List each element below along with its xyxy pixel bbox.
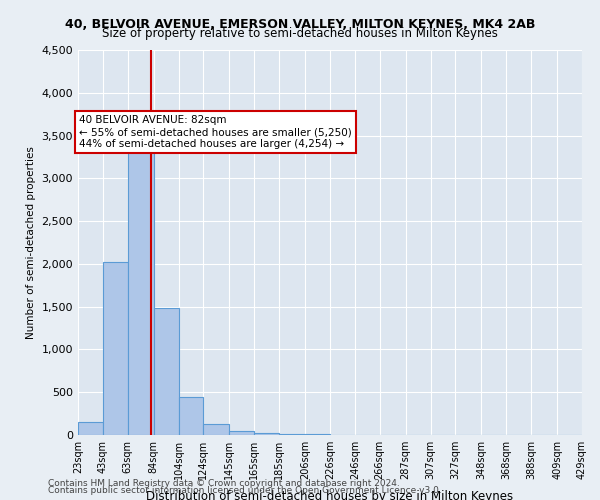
Bar <box>229 431 254 435</box>
Bar <box>179 396 203 435</box>
Text: 40, BELVOIR AVENUE, EMERSON VALLEY, MILTON KEYNES, MK4 2AB: 40, BELVOIR AVENUE, EMERSON VALLEY, MILT… <box>65 18 535 30</box>
Bar <box>154 308 179 435</box>
Bar <box>279 434 305 435</box>
Bar <box>254 434 279 435</box>
Bar <box>203 424 229 435</box>
X-axis label: Distribution of semi-detached houses by size in Milton Keynes: Distribution of semi-detached houses by … <box>146 490 514 500</box>
Bar <box>305 434 330 435</box>
Text: Contains public sector information licensed under the Open Government Licence v3: Contains public sector information licen… <box>48 486 442 495</box>
Bar <box>78 422 103 435</box>
Text: Contains HM Land Registry data © Crown copyright and database right 2024.: Contains HM Land Registry data © Crown c… <box>48 478 400 488</box>
Text: 40 BELVOIR AVENUE: 82sqm
← 55% of semi-detached houses are smaller (5,250)
44% o: 40 BELVOIR AVENUE: 82sqm ← 55% of semi-d… <box>79 116 352 148</box>
Bar <box>128 146 154 435</box>
Bar <box>103 262 128 435</box>
Y-axis label: Number of semi-detached properties: Number of semi-detached properties <box>26 146 36 339</box>
Text: Size of property relative to semi-detached houses in Milton Keynes: Size of property relative to semi-detach… <box>102 28 498 40</box>
